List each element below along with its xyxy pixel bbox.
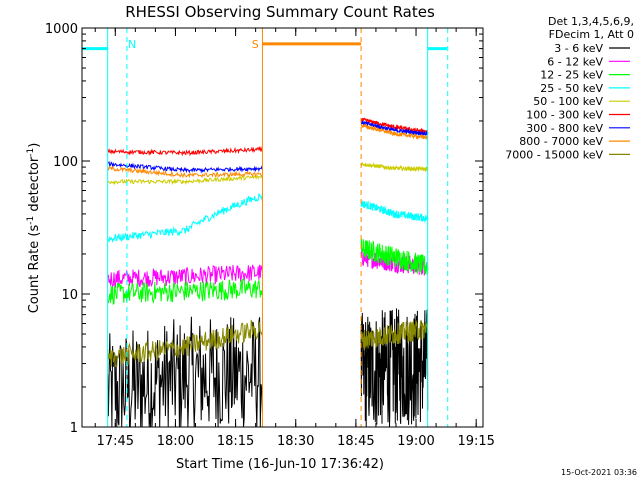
y-axis-label-superscript: -1 — [26, 148, 36, 157]
series-line — [107, 278, 263, 306]
marker-label: N — [128, 38, 136, 51]
series-line — [107, 175, 263, 186]
plot-frame — [81, 27, 484, 428]
series-line — [360, 120, 429, 136]
marker-label: S — [252, 38, 259, 51]
axis-layer: 17:45 18:00 18:15 18:30 18:45 19:00 19:15 1 10 10… — [45, 22, 495, 449]
series-line — [360, 123, 429, 141]
series-line — [107, 165, 263, 179]
legend-label: 800 - 7000 keV — [519, 135, 603, 148]
series-line — [360, 200, 429, 224]
series-line — [107, 316, 263, 428]
series-line — [107, 319, 263, 368]
series-line — [107, 264, 263, 289]
series-line — [360, 161, 429, 173]
series-line — [360, 319, 429, 351]
legend-label: 50 - 100 keV — [533, 95, 603, 108]
legend-label: 6 - 12 keV — [547, 55, 603, 68]
series-line — [360, 238, 429, 276]
legend-label: 3 - 6 keV — [554, 42, 603, 55]
y-axis-label: Count Rate (s-1 detector-1) — [26, 143, 42, 314]
series-line — [107, 145, 263, 157]
legend: Det 1,3,4,5,6,9, FDecim 1, Att 0 3 - 6 k… — [505, 15, 634, 161]
x-tick-label: 18:30 — [277, 434, 314, 449]
x-tick-label: 19:15 — [457, 434, 494, 449]
x-tick-label: 18:00 — [157, 434, 194, 449]
legend-label: 300 - 800 keV — [526, 122, 603, 135]
y-axis-label-part: ) — [27, 143, 42, 148]
footer-timestamp: 15-Oct-2021 03:36 — [561, 468, 637, 477]
legend-header-line: FDecim 1, Att 0 — [549, 28, 634, 41]
chart-title: RHESSI Observing Summary Count Rates — [125, 3, 435, 21]
legend-label: 12 - 25 keV — [540, 69, 603, 82]
x-axis-label: Start Time (16-Jun-10 17:36:42) — [176, 457, 384, 472]
y-axis-label-superscript: -1 — [26, 216, 36, 225]
y-axis-label-part: Count Rate (s — [27, 225, 42, 314]
y-tick-label: 1000 — [45, 22, 78, 37]
x-tick-label: 18:15 — [217, 434, 254, 449]
series-line — [107, 160, 263, 174]
x-tick-label: 19:00 — [397, 434, 434, 449]
y-tick-label: 10 — [61, 288, 78, 303]
legend-header-line: Det 1,3,4,5,6,9, — [548, 15, 634, 28]
legend-label: 100 - 300 keV — [526, 109, 603, 122]
legend-label: 25 - 50 keV — [540, 82, 603, 95]
legend-label: 7000 - 15000 keV — [505, 148, 603, 161]
y-axis-label-part: detector — [27, 156, 42, 216]
series-layer — [107, 117, 429, 428]
y-tick-label: 1 — [70, 421, 78, 436]
series-line — [107, 192, 263, 244]
x-tick-label: 17:45 — [97, 434, 134, 449]
y-tick-label: 100 — [53, 155, 78, 170]
series-line — [360, 308, 429, 428]
x-tick-label: 18:45 — [337, 434, 374, 449]
